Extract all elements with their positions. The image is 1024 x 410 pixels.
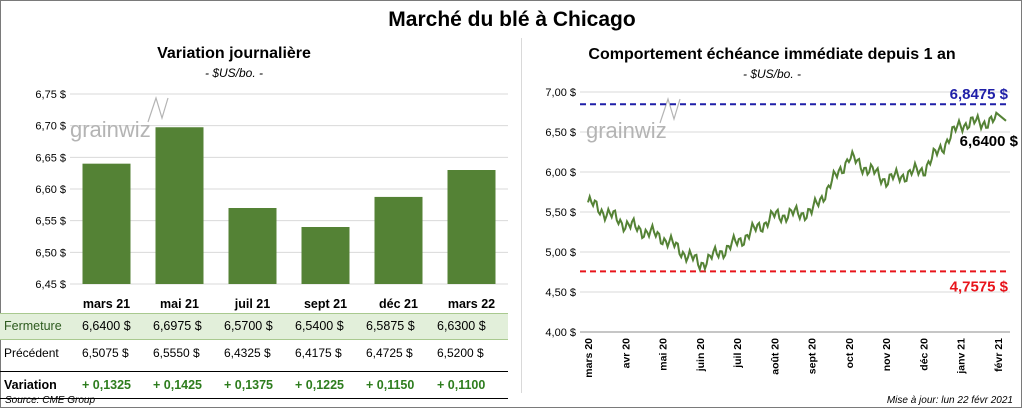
table-cell: + 0,1375 bbox=[224, 378, 274, 392]
x-tick-label: mars 22 bbox=[448, 297, 495, 311]
y-tick-label: 6,50 $ bbox=[545, 127, 576, 139]
x-tick-label: déc 21 bbox=[379, 297, 418, 311]
table-cell: + 0,1425 bbox=[153, 378, 203, 392]
x-tick-label: janv 21 bbox=[956, 338, 968, 375]
x-tick-label: nov 20 bbox=[881, 338, 893, 371]
update-note: Mise à jour: lun 22 févr 2021 bbox=[886, 395, 1013, 406]
bar-mars-21 bbox=[82, 163, 131, 284]
table-row-close: Fermeture 6,6400 $ 6,6975 $ 6,5700 $ 6,5… bbox=[0, 313, 508, 340]
y-tick-label: 4,50 $ bbox=[545, 287, 576, 299]
y-tick-label: 7,00 $ bbox=[545, 87, 576, 99]
source-note: Source: CME Group bbox=[5, 395, 96, 406]
y-tick-label: 5,00 $ bbox=[545, 247, 576, 259]
price-line bbox=[587, 111, 1007, 273]
x-tick-label: juil 21 bbox=[234, 297, 270, 311]
x-tick-label: mai 21 bbox=[160, 297, 199, 311]
table-cell: + 0,1325 bbox=[82, 378, 132, 392]
x-tick-label: févr 21 bbox=[993, 338, 1005, 372]
x-tick-label: juin 20 bbox=[695, 338, 707, 372]
x-tick-label: mars 21 bbox=[83, 297, 130, 311]
table-cell: 6,5875 $ bbox=[366, 319, 415, 333]
table-cell: 6,6400 $ bbox=[82, 319, 131, 333]
x-tick-label: août 20 bbox=[769, 338, 781, 375]
row-label: Précédent bbox=[4, 346, 59, 360]
low-label: 4,7575 $ bbox=[950, 278, 1009, 295]
x-tick-label: sept 20 bbox=[807, 338, 819, 374]
grainwiz-watermark: grainwiz bbox=[586, 97, 681, 143]
x-tick-label: avr 20 bbox=[620, 338, 632, 369]
y-tick-label: 6,00 $ bbox=[545, 167, 576, 179]
y-tick-label: 6,65 $ bbox=[35, 152, 66, 164]
grainwiz-watermark: grainwiz bbox=[70, 96, 169, 142]
y-tick-label: 6,50 $ bbox=[35, 247, 66, 259]
y-tick-label: 6,45 $ bbox=[35, 279, 66, 291]
table-cell: + 0,1225 bbox=[295, 378, 345, 392]
bar-chart: grainwiz 6,75 $ 6,70 $ 6,65 $ 6,60 $ 6,55 $ 6… bbox=[35, 89, 508, 311]
table-cell: 6,4325 $ bbox=[224, 346, 271, 360]
bar-sept-21 bbox=[301, 227, 350, 284]
row-label: Fermeture bbox=[4, 319, 62, 333]
right-chart-subtitle: - $US/bo. - bbox=[742, 67, 802, 81]
bar-mars-22 bbox=[447, 170, 496, 284]
row-label: Variation bbox=[4, 378, 57, 392]
table-row-variation: Variation + 0,1325 + 0,1425 + 0,1375 + 0… bbox=[0, 371, 508, 399]
table-cell: 6,4725 $ bbox=[366, 346, 413, 360]
bar-mai-21 bbox=[155, 127, 204, 284]
svg-text:grainwiz: grainwiz bbox=[586, 118, 667, 143]
y-tick-label: 6,75 $ bbox=[35, 89, 66, 101]
y-tick-label: 6,60 $ bbox=[35, 184, 66, 196]
table-cell: 6,4175 $ bbox=[295, 346, 342, 360]
table-cell: 6,5075 $ bbox=[82, 346, 129, 360]
table-cell: 6,5400 $ bbox=[295, 319, 344, 333]
bar-déc-21 bbox=[374, 196, 423, 284]
table-cell: 6,5550 $ bbox=[153, 346, 200, 360]
left-chart-subtitle: - $US/bo. - bbox=[204, 66, 264, 80]
table-cell: + 0,1100 bbox=[437, 378, 486, 392]
table-row-previous: Précédent 6,5075 $ 6,5550 $ 6,4325 $ 6,4… bbox=[0, 340, 508, 366]
high-label: 6,8475 $ bbox=[950, 86, 1009, 103]
y-tick-label: 6,70 $ bbox=[35, 121, 66, 133]
x-tick-label: sept 21 bbox=[304, 297, 347, 311]
y-tick-label: 6,55 $ bbox=[35, 216, 66, 228]
x-tick-label: mars 20 bbox=[583, 338, 595, 378]
panel-divider bbox=[521, 38, 522, 393]
y-tick-label: 4,00 $ bbox=[545, 327, 576, 339]
bar-juil-21 bbox=[228, 208, 277, 284]
line-chart: grainwiz 7,00 $ 6,50 $ 6,00 $ 5,50 $ 5,00 $ 4… bbox=[545, 86, 1019, 378]
x-tick-label: déc 20 bbox=[918, 338, 930, 371]
last-price-label: 6,6400 $ bbox=[960, 133, 1019, 150]
table-cell: 6,5200 $ bbox=[437, 346, 484, 360]
left-chart-title: Variation journalière bbox=[157, 45, 311, 62]
table-cell: + 0,1150 bbox=[366, 378, 415, 392]
x-tick-label: juil 20 bbox=[732, 338, 744, 369]
contracts-table: Fermeture 6,6400 $ 6,6975 $ 6,5700 $ 6,5… bbox=[0, 313, 508, 399]
x-tick-label: oct 20 bbox=[844, 338, 856, 369]
svg-text:grainwiz: grainwiz bbox=[70, 117, 151, 142]
right-chart-title: Comportement échéance immédiate depuis 1… bbox=[588, 46, 956, 63]
table-cell: 6,5700 $ bbox=[224, 319, 273, 333]
table-cell: 6,6300 $ bbox=[437, 319, 486, 333]
x-tick-label: mai 20 bbox=[658, 338, 670, 371]
y-tick-label: 5,50 $ bbox=[545, 207, 576, 219]
main-title: Marché du blé à Chicago bbox=[388, 8, 636, 31]
table-cell: 6,6975 $ bbox=[153, 319, 202, 333]
